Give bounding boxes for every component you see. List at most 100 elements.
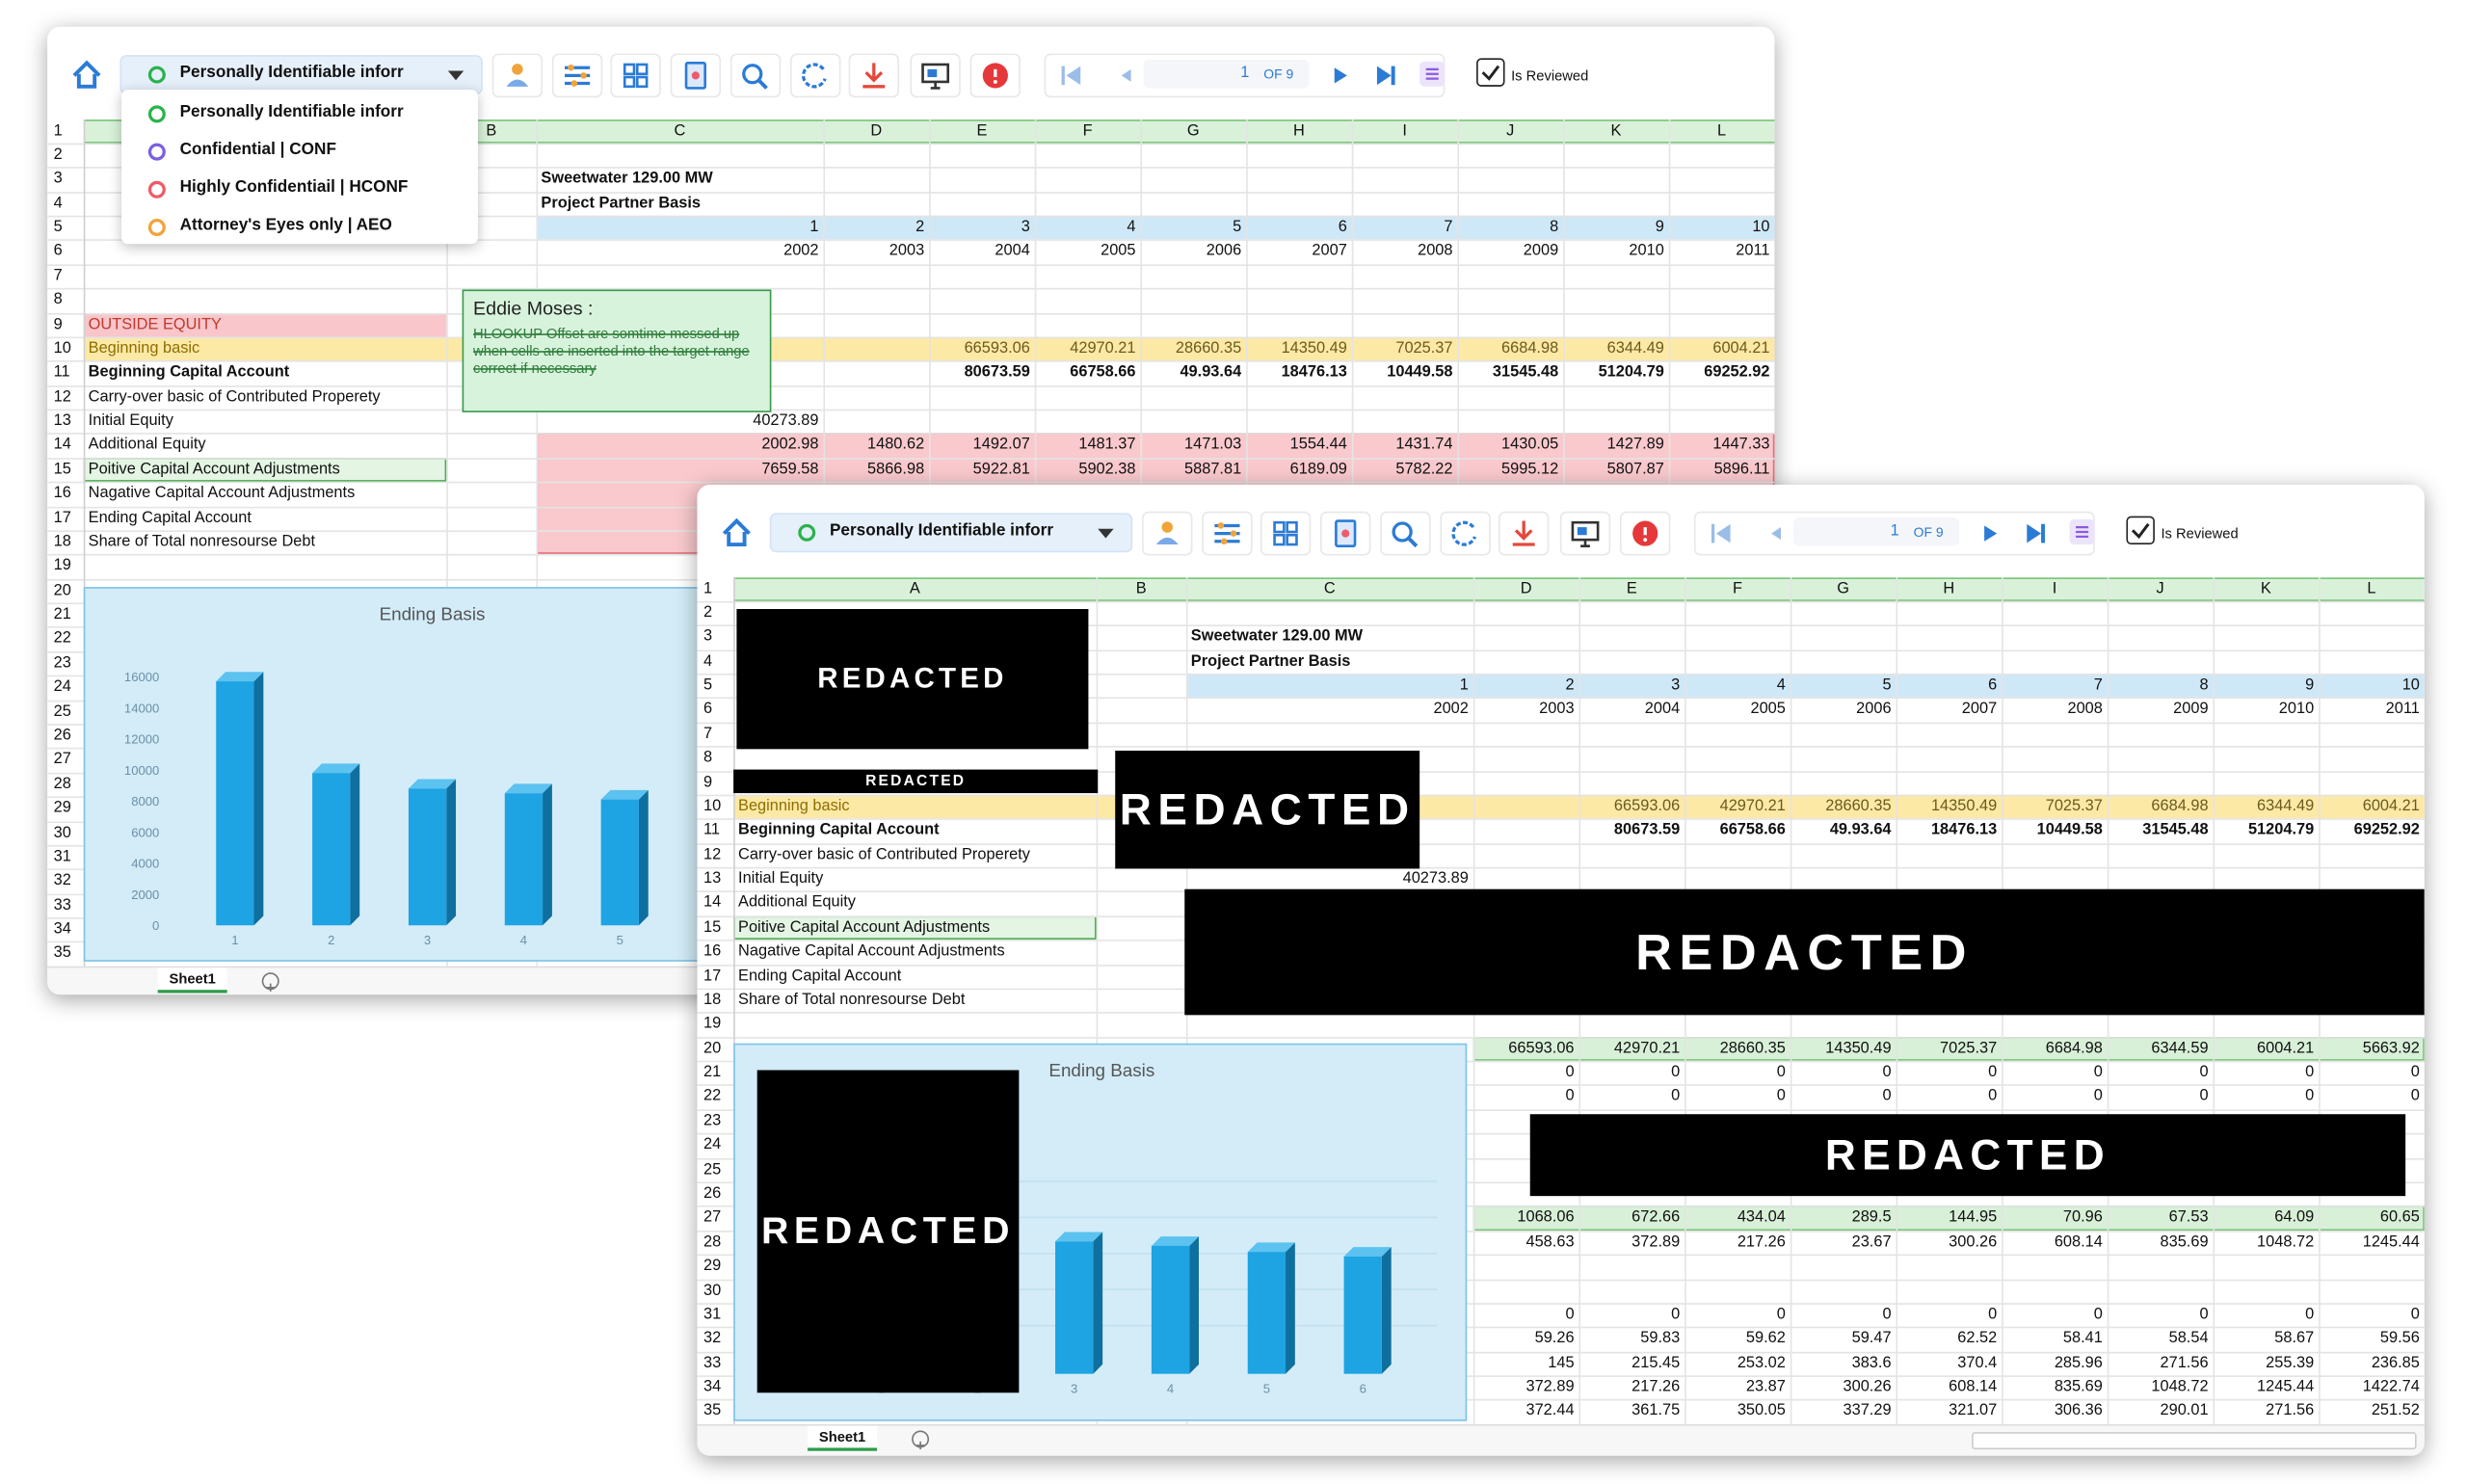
icon-glyph [1425, 67, 1439, 80]
cell-value: 2011 [1736, 243, 1770, 261]
sheet-tab[interactable]: Sheet1 [808, 1425, 878, 1451]
bar [408, 788, 447, 926]
is-reviewed-checkbox[interactable] [1476, 58, 1505, 87]
selected-classification: Personally Identifiable inforr [179, 63, 404, 82]
previous-page-button[interactable] [1109, 55, 1144, 95]
classification-dropdown[interactable]: Personally Identifiable inforr [119, 55, 483, 94]
toolbar-button[interactable] [1202, 511, 1253, 556]
horizontal-scrollbar[interactable] [1972, 1432, 2417, 1450]
column-header: G [1186, 121, 1200, 140]
icon-glyph [927, 68, 938, 78]
toolbar-button[interactable] [1260, 511, 1312, 556]
toolbar-button[interactable] [1440, 511, 1491, 556]
row-number: 33 [703, 1354, 722, 1372]
is-reviewed-checkbox[interactable] [2126, 516, 2155, 545]
first-page-button[interactable] [1055, 55, 1090, 95]
cell-value: 58.67 [2274, 1330, 2315, 1348]
last-page-button[interactable] [2019, 513, 2054, 553]
cell-value: 66593.06 [1508, 1040, 1575, 1057]
dropdown-option[interactable]: Highly Confidentiail | HCONF [121, 172, 478, 206]
cell-value: 5896.11 [1713, 461, 1770, 479]
icon-glyph [1214, 522, 1240, 545]
icon-glyph [1512, 520, 1535, 546]
column-header: A [909, 579, 920, 597]
toolbar-button[interactable] [610, 53, 661, 98]
cell-value: 5902.38 [1078, 461, 1136, 479]
icon-glyph [921, 63, 950, 90]
cell-value: 0 [2410, 1306, 2420, 1324]
cell-value: 1422.74 [2362, 1378, 2420, 1396]
home-button[interactable] [716, 513, 757, 550]
toolbar-button[interactable] [670, 53, 722, 98]
pager: 1 OF 9 [1044, 53, 1446, 98]
bar [504, 793, 544, 926]
icon-glyph [623, 63, 636, 76]
toolbar-button[interactable] [1142, 511, 1193, 556]
previous-page-button[interactable] [1759, 513, 1793, 553]
highlight-band [1185, 673, 2425, 699]
icon-glyph [1334, 67, 1347, 84]
toolbar-button[interactable] [1620, 511, 1671, 556]
cell-value: 0 [2305, 1088, 2315, 1106]
classification-dropdown[interactable]: Personally Identifiable inforr [769, 513, 1133, 553]
dropdown-option[interactable]: Confidential | CONF [121, 134, 478, 169]
row-number: 23 [53, 654, 71, 673]
add-sheet-button[interactable] [261, 972, 279, 992]
row-number: 3 [53, 170, 63, 188]
column-header: J [2156, 579, 2164, 597]
chart-canvas: Ending Basis 0 2000 4000 6000 8000 10000 12000 1… [124, 603, 745, 947]
toolbar-button[interactable] [969, 53, 1021, 98]
add-sheet-button[interactable] [912, 1430, 930, 1450]
row-line [697, 1303, 2425, 1305]
cell-value: 144.95 [1949, 1208, 1998, 1227]
row-number: 14 [53, 437, 71, 455]
cell-value: 5807.87 [1606, 461, 1664, 479]
column-header: C [674, 121, 686, 140]
toolbar-button[interactable] [1320, 511, 1371, 556]
page-input[interactable]: 1 OF 9 [1793, 517, 1959, 546]
dropdown-option[interactable]: Personally Identifiable inforr [121, 96, 478, 131]
toolbar-button[interactable] [551, 53, 603, 98]
list-button[interactable] [1419, 61, 1446, 87]
x-tick-label: 4 [1167, 1381, 1174, 1395]
toolbar-button[interactable] [1559, 511, 1611, 556]
sheet-tab[interactable]: Sheet1 [157, 967, 227, 994]
row-number: 13 [703, 870, 722, 888]
cell-value: 10 [2401, 676, 2420, 695]
toolbar-button[interactable] [790, 53, 841, 98]
icon-glyph [802, 63, 827, 89]
toolbar-button[interactable] [729, 53, 782, 98]
status-ring [147, 66, 166, 84]
redaction-box: REDACTED [1529, 1114, 2406, 1197]
cell-value: 0 [1565, 1064, 1575, 1082]
toolbar-button[interactable] [1380, 511, 1431, 556]
next-page-button[interactable] [1322, 55, 1357, 95]
row-line [697, 600, 2425, 603]
cell-value: 58.54 [2168, 1330, 2209, 1348]
home-button[interactable] [66, 55, 108, 93]
icon-glyph [1771, 527, 1781, 541]
row-number: 8 [703, 749, 713, 767]
cell-value: 672.66 [1631, 1208, 1681, 1227]
toolbar-button[interactable] [848, 53, 899, 98]
cell-value: 372.89 [1525, 1378, 1575, 1396]
cell-value: 608.14 [2054, 1232, 2103, 1251]
icon-glyph [1335, 519, 1357, 547]
cell-value: 6684.98 [2045, 1040, 2103, 1057]
toolbar-button[interactable] [910, 53, 961, 98]
toolbar-button[interactable] [491, 53, 544, 98]
dropdown-option[interactable]: Attorney's Eyes only | AEO [121, 209, 478, 244]
page-input[interactable]: 1 OF 9 [1143, 60, 1310, 89]
cell-value: 6 [1338, 219, 1347, 236]
list-button[interactable] [2069, 518, 2095, 545]
next-page-button[interactable] [1972, 513, 2006, 553]
cell-value: 2006 [1856, 701, 1892, 719]
cell-value: 2005 [1101, 243, 1136, 261]
toolbar-button[interactable] [1498, 511, 1550, 556]
cell-value: 0 [1882, 1064, 1892, 1082]
last-page-button[interactable] [1369, 55, 1404, 95]
icon-glyph [2131, 522, 2150, 540]
bar-top [504, 783, 552, 794]
first-page-button[interactable] [1705, 513, 1739, 553]
row-number: 21 [53, 605, 71, 623]
